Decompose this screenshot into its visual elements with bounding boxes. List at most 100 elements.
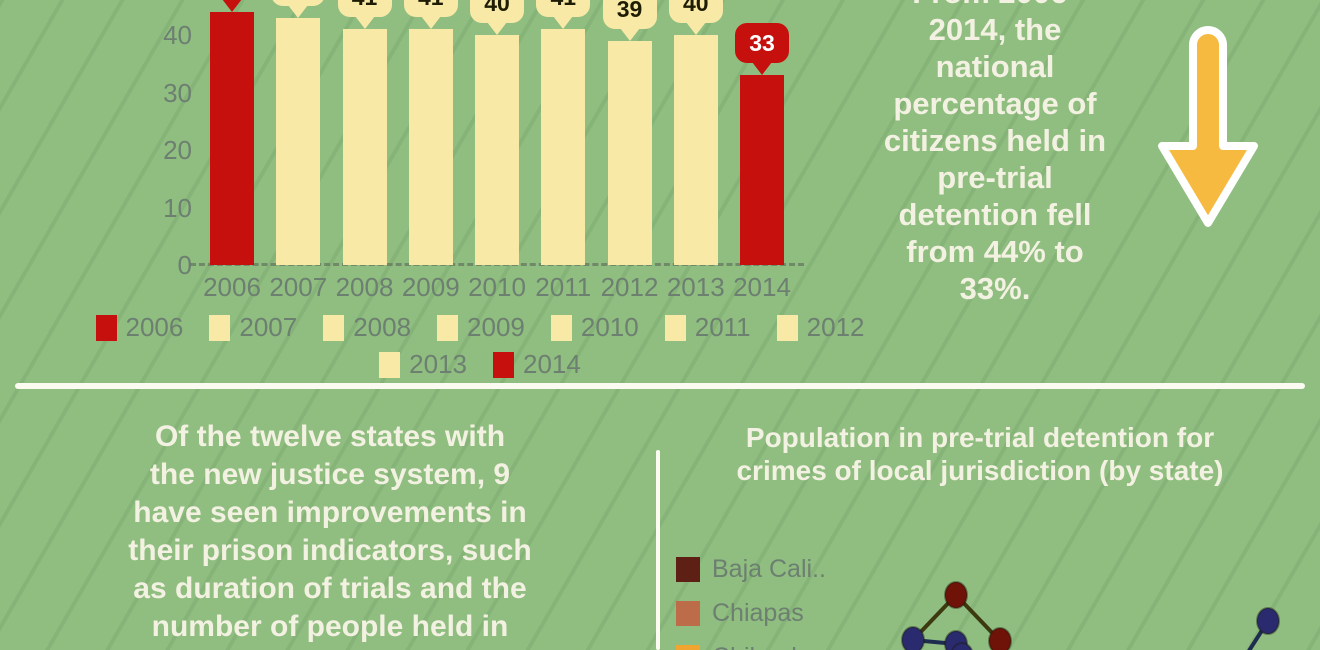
bar-legend-row-1: 2006 2007 2008 2009 2010 2011 2012 [95,312,865,343]
y-axis-tick-label: 0 [177,250,192,280]
bar-2012 [607,40,652,265]
bar-2009 [408,29,453,265]
bar-value-bubble-2007: 43 [271,0,326,6]
legend-item-2014: 2014 [493,349,581,380]
bar-value-bubble-2011: 41 [536,0,591,18]
bar-value-label-2013: 40 [682,0,709,16]
scatter-point-1 [944,581,968,609]
bar-2006 [210,12,254,265]
legend-swatch-2007 [209,314,231,341]
x-axis-label-2010: 2010 [468,272,526,302]
bar-value-label-2010: 40 [484,0,510,16]
legend-swatch-2014 [493,351,514,378]
bar-value-label-2009: 41 [404,0,458,17]
legend-swatch-2013 [379,351,401,378]
bar-value-bubble-2012: 39 [602,0,657,29]
legend-item-2012: 2012 [776,312,865,343]
bar-value-bubble-tail-2008 [354,16,375,30]
states-improvement-text: Of the twelve states with the new justic… [128,420,532,650]
legend-swatch-2010 [550,314,572,341]
scatter-point-6 [1256,607,1280,635]
legend-item-2006: 2006 [95,312,184,343]
bar-2013 [673,35,718,265]
scatter-point-5 [951,642,973,650]
legend-year-label-2008: 2008 [353,312,412,342]
legend-item-2009: 2009 [437,312,525,343]
bar-value-bubble-tail-2011 [553,16,574,30]
scatter-legend-item-1: Baja Cali.. [676,554,833,583]
summary-note: From 2006- 2014, the national percentage… [883,0,1107,306]
bar-value-bubble-tail-2007 [288,4,309,18]
x-axis-label-2011: 2011 [535,272,592,302]
x-axis-label-2007: 2007 [269,272,328,302]
bar-value-label-2012: 39 [616,0,643,22]
bar-2014 [740,75,784,265]
scatter-point-3 [901,626,925,650]
legend-item-2013: 2013 [379,349,467,380]
legend-item-2010: 2010 [550,312,639,343]
scatter-legend-label-1: Baja Cali.. [712,554,826,583]
scatter-legend: Baja Cali.. Chiapas Chihuahua [676,554,833,650]
bar-value-bubble-2013: 40 [668,0,723,23]
legend-item-2011: 2011 [664,312,751,343]
bar-value-bubble-tail-2009 [420,16,441,30]
scatter-chart-title: Population in pre-trial detention for cr… [736,422,1224,486]
x-axis-label-2009: 2009 [401,272,460,302]
x-axis-label-2013: 2013 [666,272,725,302]
bar-value-bubble-2009: 41 [403,0,458,18]
bar-value-bubble-2008: 41 [337,0,392,18]
scatter-legend-item-2: Chiapas [676,598,833,627]
bar-legend-row-2: 2013 2014 [150,349,810,380]
bar-value-bubble-2010: 40 [470,0,524,23]
bar-value-label-2008: 41 [338,0,392,17]
bar-value-bubble-tail-2013 [685,22,706,35]
bar-value-label-2011: 41 [536,0,590,17]
legend-item-2008: 2008 [323,312,411,343]
scatter-legend-swatch-2 [676,600,700,626]
bar-2011 [541,29,586,265]
bar-2010 [475,35,519,265]
bar-value-bubble-tail-2010 [487,22,507,35]
legend-item-2007: 2007 [209,312,297,343]
legend-year-label-2006: 2006 [125,312,184,342]
x-axis-label-2006: 2006 [203,272,261,302]
legend-year-label-2014: 2014 [523,349,581,379]
legend-year-label-2012: 2012 [806,312,865,342]
legend-swatch-2008 [323,314,345,341]
scatter-legend-item-3: Chihuahua [676,643,833,650]
legend-swatch-2009 [437,314,459,341]
legend-year-label-2007: 2007 [239,312,298,342]
bar-value-bubble-tail-2006 [222,0,242,12]
legend-year-label-2011: 2011 [694,312,751,342]
scatter-legend-label-3: Chihuahua [712,643,833,650]
legend-swatch-2006 [95,314,117,341]
legend-swatch-2011 [664,314,686,341]
bar-2008 [342,29,387,265]
y-axis-tick-label: 40 [163,20,192,50]
x-axis-label-2012: 2012 [600,272,659,302]
bar-value-bubble-tail-2014 [752,62,772,76]
vertical-divider [656,450,660,650]
x-axis-label-2014: 2014 [733,272,791,302]
horizontal-divider [15,383,1305,389]
scatter-point-2 [988,627,1012,650]
y-axis-tick-label: 20 [163,135,192,165]
bar-value-bubble-2014: 33 [735,23,789,64]
legend-swatch-2012 [776,314,798,341]
scatter-legend-label-2: Chiapas [712,598,804,627]
legend-year-label-2010: 2010 [580,312,639,342]
bar-value-label-2014: 33 [749,30,775,57]
bar-value-bubble-tail-2012 [619,27,640,41]
y-axis-tick-label: 30 [163,77,192,108]
scatter-legend-swatch-1 [676,556,700,582]
scatter-plot [901,581,1280,650]
bar-2007 [276,17,321,265]
x-axis-label-2008: 2008 [335,272,394,302]
legend-year-label-2013: 2013 [409,349,467,379]
down-arrow-icon [1158,26,1258,227]
legend-year-label-2009: 2009 [467,312,525,342]
y-axis-tick-label: 10 [163,192,192,223]
scatter-legend-swatch-3 [676,644,700,650]
